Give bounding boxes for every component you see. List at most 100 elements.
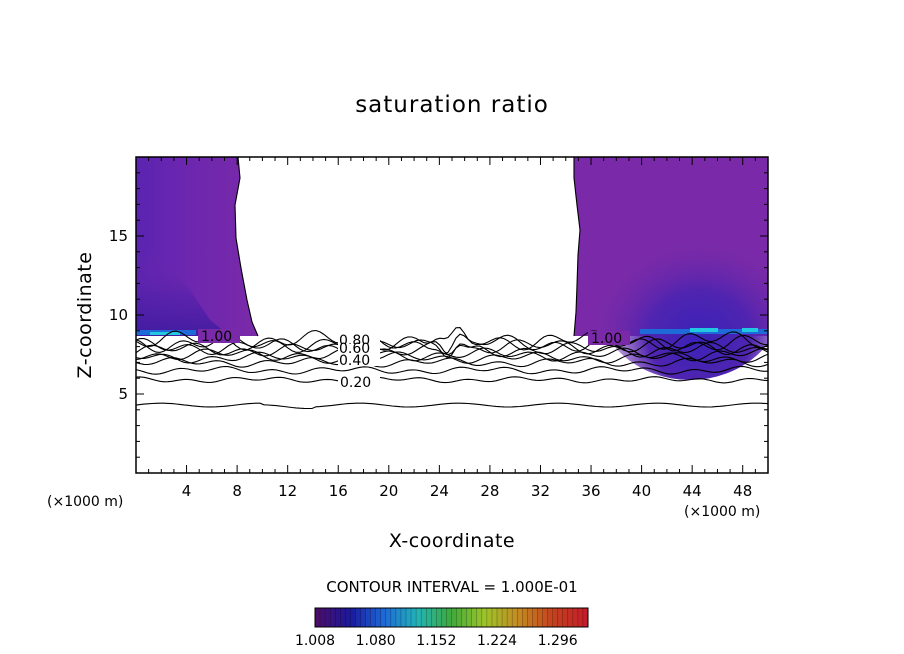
x-tick-label: 8 bbox=[232, 482, 242, 500]
left-deep-region bbox=[136, 250, 230, 336]
y-unit-label: (×1000 m) bbox=[47, 494, 123, 510]
colorbar-tick-label: 1.152 bbox=[416, 633, 456, 649]
contour-line bbox=[136, 365, 768, 375]
x-tick-label: 4 bbox=[182, 482, 192, 500]
colorbar-cell bbox=[502, 608, 508, 627]
colorbar-tick-label: 1.008 bbox=[295, 633, 335, 649]
colorbar-cell bbox=[507, 608, 513, 627]
colorbar-cell bbox=[375, 608, 382, 627]
chart-title: saturation ratio bbox=[355, 92, 549, 118]
x-tick-label: 32 bbox=[531, 482, 550, 500]
colorbar-cell bbox=[522, 608, 528, 627]
colorbar-tick-labels: 1.008 1.080 1.152 1.224 1.296 bbox=[295, 633, 578, 649]
contour-labels: 1.00 1.00 0.80 0.60 0.40 0.20 bbox=[198, 329, 630, 391]
colorbar-cell bbox=[355, 608, 361, 627]
colorbar-cell bbox=[360, 608, 366, 627]
colorbar-cell bbox=[567, 608, 574, 627]
colorbar-cell bbox=[491, 608, 498, 627]
colorbar-cell bbox=[426, 608, 432, 627]
x-axis-ticks: 4 8 12 16 20 24 28 32 36 40 44 48 bbox=[148, 157, 756, 500]
colorbar-cell bbox=[390, 608, 397, 627]
colorbar-cell bbox=[562, 608, 569, 627]
colorbar-cell bbox=[527, 608, 533, 627]
contour-line bbox=[136, 402, 768, 410]
colorbar-cell bbox=[330, 608, 336, 627]
x-tick-label: 44 bbox=[683, 482, 702, 500]
colorbar-cell bbox=[370, 608, 376, 627]
colorbar-cell bbox=[497, 608, 503, 627]
colorbar-tick-label: 1.080 bbox=[356, 633, 396, 649]
y-tick-label: 15 bbox=[109, 227, 128, 245]
colorbar bbox=[314, 608, 589, 627]
x-tick-label: 36 bbox=[581, 482, 600, 500]
x-tick-label: 48 bbox=[733, 482, 752, 500]
x-tick-label: 28 bbox=[480, 482, 499, 500]
right-region-edge bbox=[573, 157, 581, 337]
x-axis-title: X-coordinate bbox=[389, 530, 515, 552]
colorbar-cell bbox=[532, 608, 538, 627]
x-tick-label: 20 bbox=[379, 482, 398, 500]
colorbar-frame bbox=[314, 607, 589, 628]
colorbar-tick-label: 1.224 bbox=[477, 633, 517, 649]
colorbar-cell bbox=[441, 608, 447, 627]
colorbar-cell bbox=[340, 608, 346, 627]
colorbar-cell bbox=[335, 608, 341, 627]
right-cyan-patch-2 bbox=[742, 328, 758, 332]
colorbar-cell bbox=[486, 608, 493, 627]
x-tick-label: 16 bbox=[329, 482, 348, 500]
x-tick-label: 12 bbox=[278, 482, 297, 500]
colorbar-cell bbox=[421, 608, 427, 627]
contour-line bbox=[136, 351, 768, 364]
contour-lines bbox=[136, 327, 768, 410]
colorbar-cell bbox=[512, 608, 518, 627]
colorbar-cell bbox=[350, 608, 356, 627]
y-tick-label: 10 bbox=[109, 306, 128, 324]
colorbar-cell bbox=[380, 608, 387, 627]
y-axis-ticks: 5 10 15 bbox=[109, 172, 768, 458]
colorbar-cell bbox=[461, 608, 467, 627]
contour-label-1-00-right: 1.00 bbox=[591, 331, 622, 347]
colorbar-cell bbox=[471, 608, 478, 627]
x-tick-label: 24 bbox=[430, 482, 449, 500]
colorbar-cell bbox=[436, 608, 442, 627]
colorbar-cell bbox=[582, 608, 589, 627]
contour-line bbox=[136, 327, 768, 351]
y-tick-label: 5 bbox=[118, 385, 128, 403]
y-axis-title: Z-coordinate bbox=[74, 252, 96, 379]
colorbar-cell bbox=[537, 608, 543, 627]
colorbar-cell bbox=[411, 608, 417, 627]
contour-line bbox=[136, 376, 768, 384]
contour-label-0-40: 0.40 bbox=[339, 353, 370, 369]
contour-interval-label: CONTOUR INTERVAL = 1.000E-01 bbox=[326, 578, 577, 596]
left-region-edge bbox=[234, 157, 259, 337]
colorbar-cell bbox=[456, 608, 462, 627]
left-cyan-band bbox=[150, 332, 180, 335]
right-deep-region bbox=[595, 210, 768, 380]
colorbar-cell bbox=[577, 608, 584, 627]
colorbar-cell bbox=[416, 608, 422, 627]
contour-line bbox=[136, 333, 768, 355]
colorbar-cell bbox=[547, 608, 553, 627]
colorbar-cell bbox=[557, 608, 564, 627]
colorbar-cell bbox=[542, 608, 548, 627]
colorbar-cell bbox=[572, 608, 579, 627]
colorbar-cell bbox=[345, 608, 351, 627]
colorbar-cell bbox=[481, 608, 488, 627]
colorbar-cell bbox=[406, 608, 412, 627]
colorbar-cell bbox=[476, 608, 483, 627]
colorbar-cell bbox=[517, 608, 523, 627]
colorbar-tick-label: 1.296 bbox=[538, 633, 578, 649]
colorbar-cell bbox=[431, 608, 437, 627]
colorbar-cell bbox=[446, 608, 452, 627]
colorbar-cell bbox=[320, 608, 326, 627]
colorbar-cell bbox=[552, 608, 558, 627]
x-tick-label: 40 bbox=[632, 482, 651, 500]
colorbar-cell bbox=[385, 608, 392, 627]
colorbar-cell bbox=[395, 608, 402, 627]
right-cyan-patch bbox=[690, 328, 718, 332]
colorbar-cell bbox=[365, 608, 371, 627]
contour-label-1-00-left: 1.00 bbox=[201, 329, 232, 345]
colorbar-cell bbox=[315, 608, 321, 627]
plot-area bbox=[136, 157, 768, 410]
